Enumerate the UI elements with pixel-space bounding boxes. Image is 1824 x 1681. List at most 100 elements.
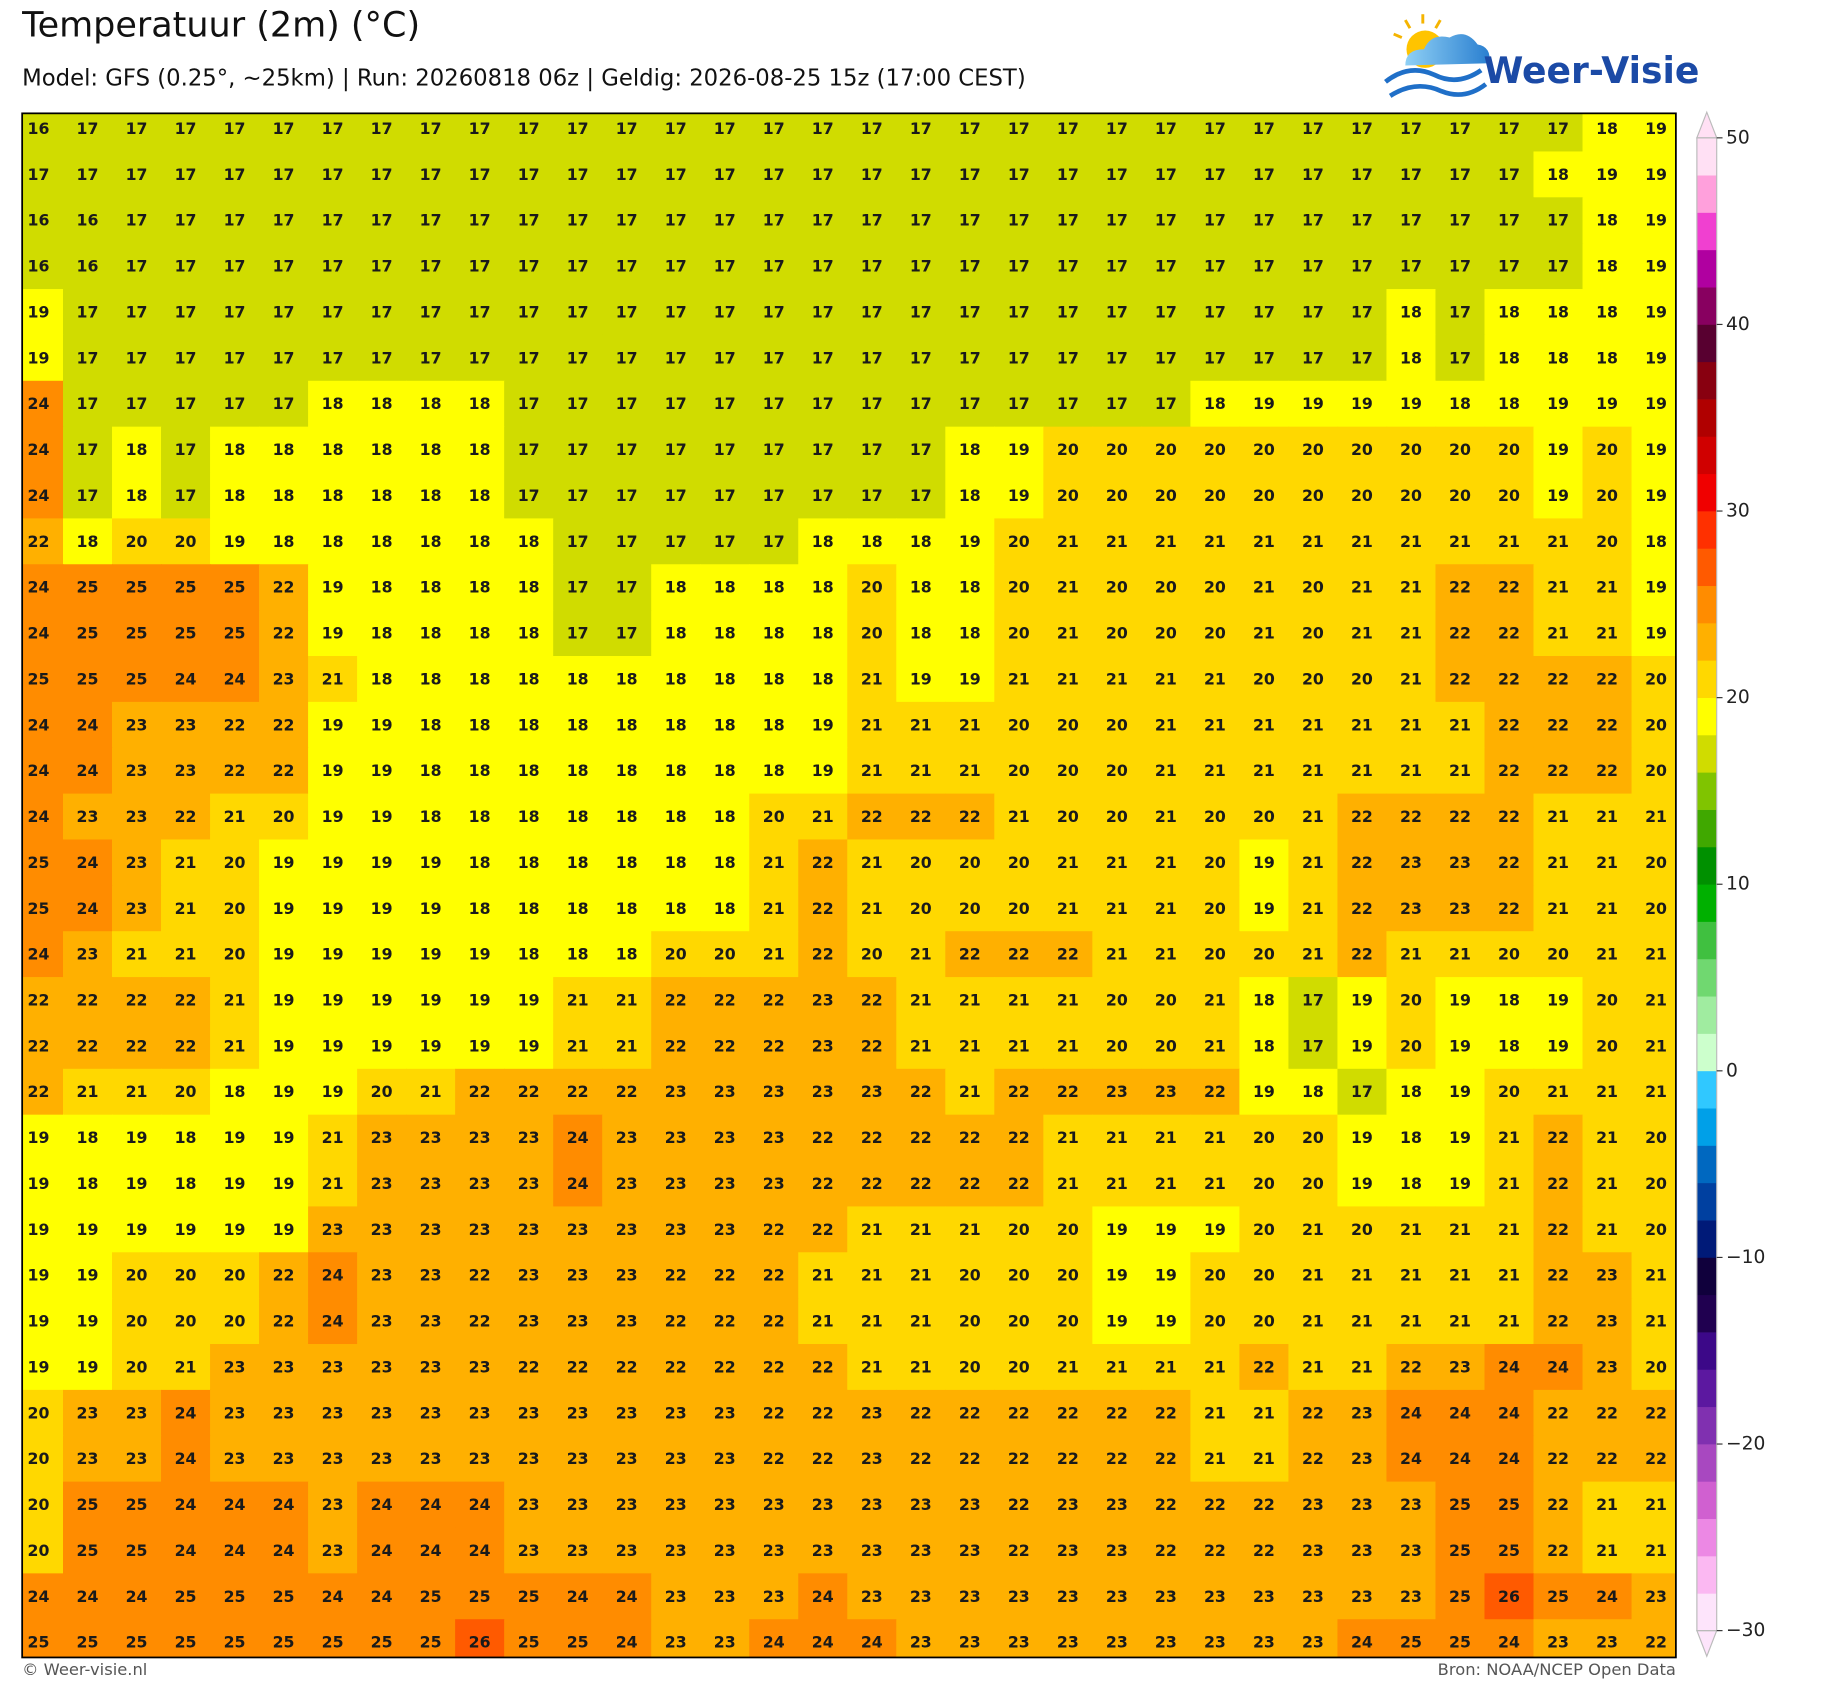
temperature-cell <box>1435 472 1486 520</box>
temperature-cell <box>1288 197 1339 244</box>
temperature-cell <box>112 243 162 290</box>
temperature-cell <box>553 197 603 244</box>
temperature-label: 18 <box>371 669 393 688</box>
colorbar-band <box>1696 212 1717 251</box>
temperature-cell <box>1239 1573 1290 1620</box>
temperature-cell <box>308 610 358 657</box>
temperature-cell <box>357 1527 407 1575</box>
temperature-cell <box>406 610 456 657</box>
temperature-label: 23 <box>1400 1495 1422 1514</box>
temperature-label: 20 <box>126 1357 148 1376</box>
temperature-label: 20 <box>1302 624 1324 643</box>
temperature-label: 17 <box>1253 257 1275 276</box>
temperature-label: 17 <box>1351 302 1373 321</box>
temperature-label: 22 <box>28 1036 50 1055</box>
temperature-label: 21 <box>861 1220 883 1239</box>
temperature-cell <box>847 113 897 153</box>
temperature-label: 19 <box>469 1036 491 1055</box>
temperature-cell <box>1484 1022 1535 1070</box>
temperature-cell <box>1239 1022 1290 1070</box>
temperature-label: 23 <box>665 1403 687 1422</box>
temperature-label: 17 <box>812 165 834 184</box>
temperature-cell <box>62 793 113 841</box>
temperature-label: 23 <box>1106 1495 1128 1514</box>
temperature-cell <box>1239 977 1290 1024</box>
temperature-cell <box>896 243 947 290</box>
temperature-cell <box>798 701 848 749</box>
temperature-cell <box>602 243 652 290</box>
colorbar-band <box>1696 772 1717 810</box>
temperature-label: 17 <box>910 165 932 184</box>
temperature-label: 22 <box>1057 1082 1079 1101</box>
temperature-label: 21 <box>1400 1220 1422 1239</box>
temperature-label: 19 <box>322 624 344 643</box>
temperature-cell <box>455 1206 505 1253</box>
temperature-cell <box>112 885 162 932</box>
temperature-label: 20 <box>1302 1128 1324 1147</box>
temperature-label: 17 <box>518 119 540 138</box>
temperature-cell <box>651 1068 701 1116</box>
temperature-cell <box>1533 1344 1584 1391</box>
temperature-label: 20 <box>910 853 932 872</box>
temperature-cell <box>749 113 799 153</box>
temperature-label: 23 <box>812 1036 834 1055</box>
temperature-cell <box>357 1435 407 1483</box>
temperature-label: 21 <box>1302 807 1324 826</box>
temperature-label: 23 <box>616 1266 638 1285</box>
temperature-label: 23 <box>861 1082 883 1101</box>
temperature-label: 19 <box>322 578 344 597</box>
temperature-cell <box>112 1527 162 1575</box>
temperature-label: 17 <box>273 165 295 184</box>
temperature-label: 21 <box>861 761 883 780</box>
temperature-cell <box>22 1114 64 1162</box>
temperature-cell <box>1141 1435 1192 1483</box>
temperature-cell <box>847 977 897 1024</box>
temperature-label: 18 <box>714 669 736 688</box>
temperature-label: 24 <box>273 1541 295 1560</box>
temperature-cell <box>308 1206 358 1253</box>
temperature-cell <box>847 1022 897 1070</box>
temperature-cell <box>602 1389 652 1437</box>
temperature-label: 22 <box>861 807 883 826</box>
temperature-cell <box>847 1573 897 1620</box>
temperature-label: 23 <box>567 1312 589 1331</box>
temperature-label: 17 <box>616 440 638 459</box>
temperature-cell <box>1141 747 1192 795</box>
temperature-cell <box>798 1344 848 1391</box>
temperature-label: 21 <box>1106 899 1128 918</box>
temperature-label: 20 <box>126 1312 148 1331</box>
temperature-label: 19 <box>1253 394 1275 413</box>
temperature-cell <box>1582 701 1633 749</box>
temperature-label: 23 <box>518 1266 540 1285</box>
temperature-cell <box>1288 518 1339 565</box>
temperature-cell <box>1435 1435 1486 1483</box>
temperature-label: 21 <box>861 853 883 872</box>
temperature-cell <box>896 655 947 703</box>
temperature-label: 17 <box>910 257 932 276</box>
temperature-cell <box>308 885 358 932</box>
temperature-label: 21 <box>1449 715 1471 734</box>
temperature-cell <box>1582 610 1633 657</box>
temperature-label: 23 <box>714 1587 736 1606</box>
temperature-cell <box>112 1619 162 1658</box>
temperature-label: 17 <box>714 119 736 138</box>
temperature-cell <box>308 839 358 887</box>
temperature-cell <box>1435 885 1486 932</box>
temperature-label: 21 <box>1596 578 1618 597</box>
temperature-label: 22 <box>714 1312 736 1331</box>
temperature-label: 20 <box>1645 899 1667 918</box>
temperature-cell <box>455 518 505 565</box>
temperature-cell <box>504 564 554 611</box>
temperature-label: 23 <box>469 1128 491 1147</box>
temperature-label: 18 <box>567 899 589 918</box>
temperature-cell <box>1043 701 1094 749</box>
temperature-cell <box>1582 1068 1633 1116</box>
temperature-cell <box>994 1298 1045 1345</box>
temperature-cell <box>1631 518 1676 565</box>
logo-cloud <box>1405 34 1490 66</box>
temperature-label: 19 <box>1106 1220 1128 1239</box>
temperature-cell <box>161 113 211 153</box>
temperature-cell <box>1043 747 1094 795</box>
temperature-label: 17 <box>175 440 197 459</box>
